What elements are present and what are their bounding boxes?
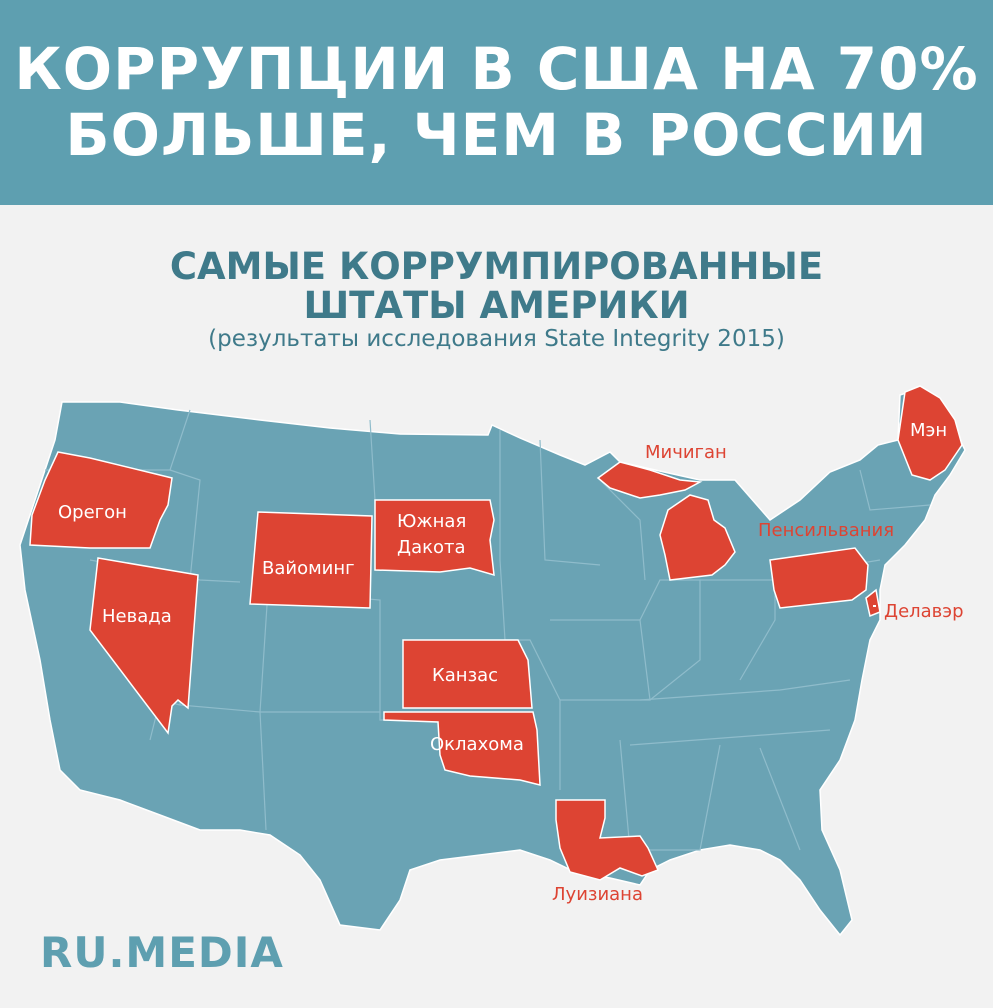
label-south-dakota-line1: Южная [397,511,466,532]
state-oregon[interactable] [29,451,173,549]
state-oklahoma[interactable] [383,711,541,786]
state-delaware[interactable] [865,588,881,618]
label-kansas: Канзас [432,665,498,686]
headline-banner: КОРРУПЦИИ В США НА 70% БОЛЬШЕ, ЧЕМ В РОС… [0,0,993,205]
label-nevada: Невада [102,606,172,627]
label-michigan: Мичиган [645,442,727,463]
subtitle-line-2: ШТАТЫ АМЕРИКИ [303,284,690,327]
label-wyoming: Вайоминг [262,558,355,579]
state-wyoming[interactable] [249,511,373,609]
label-louisiana: Луизиана [552,884,643,905]
state-louisiana[interactable] [555,799,660,881]
state-michigan-upper[interactable] [596,461,703,499]
headline-line-1: КОРРУПЦИИ В США НА 70% [14,35,979,103]
label-oregon: Орегон [58,502,127,523]
source-note: (результаты исследования State Integrity… [208,326,785,352]
state-michigan-lower[interactable] [659,494,736,581]
state-south-dakota[interactable] [374,499,495,577]
label-delaware: Делавэр [884,601,964,622]
brand-logo: RU.MEDIA [40,928,284,977]
subtitle-line-1: САМЫЕ КОРРУМПИРОВАННЫЕ [169,245,824,288]
headline-line-2: БОЛЬШЕ, ЧЕМ В РОССИИ [65,101,928,169]
state-nevada[interactable] [89,557,199,735]
state-maine[interactable] [897,385,963,481]
label-oklahoma: Оклахома [430,734,524,755]
state-kansas[interactable] [402,639,533,709]
label-pennsylvania: Пенсильвания [758,520,894,541]
state-pennsylvania[interactable] [769,547,869,609]
label-maine: Мэн [910,420,947,441]
label-south-dakota-line2: Дакота [397,537,466,558]
